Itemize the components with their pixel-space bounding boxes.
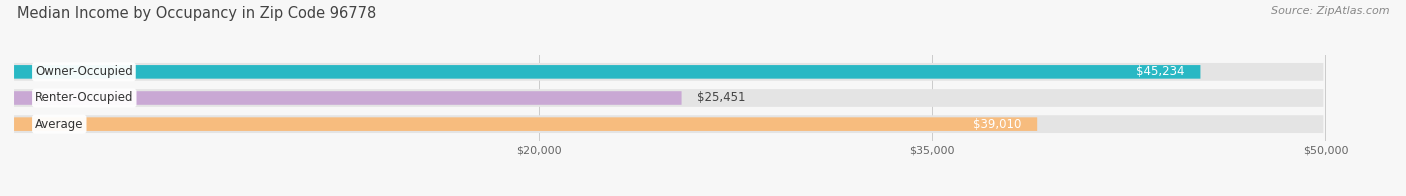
FancyBboxPatch shape xyxy=(14,117,1038,131)
Text: Owner-Occupied: Owner-Occupied xyxy=(35,65,132,78)
FancyBboxPatch shape xyxy=(14,63,1323,81)
Text: $25,451: $25,451 xyxy=(697,92,745,104)
Text: Median Income by Occupancy in Zip Code 96778: Median Income by Occupancy in Zip Code 9… xyxy=(17,6,377,21)
Text: Average: Average xyxy=(35,118,83,131)
FancyBboxPatch shape xyxy=(14,115,1323,133)
Text: Source: ZipAtlas.com: Source: ZipAtlas.com xyxy=(1271,6,1389,16)
Text: Renter-Occupied: Renter-Occupied xyxy=(35,92,134,104)
Text: $39,010: $39,010 xyxy=(973,118,1021,131)
Text: $45,234: $45,234 xyxy=(1136,65,1185,78)
FancyBboxPatch shape xyxy=(14,65,1201,79)
FancyBboxPatch shape xyxy=(14,91,682,105)
FancyBboxPatch shape xyxy=(14,89,1323,107)
